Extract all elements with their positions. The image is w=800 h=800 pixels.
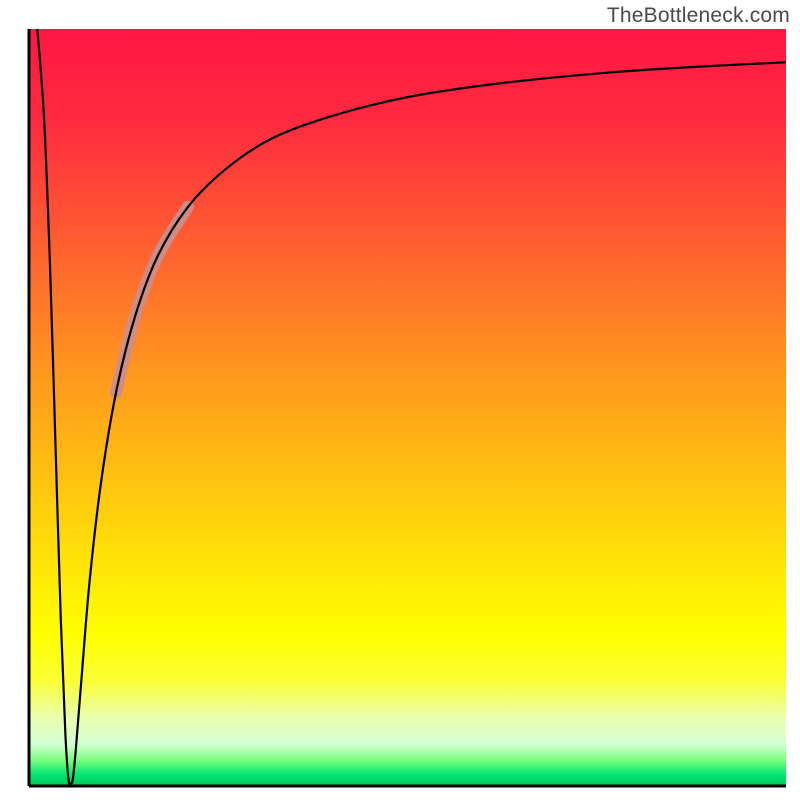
- chart-root: TheBottleneck.com: [0, 0, 800, 800]
- bottleneck-chart-svg: [0, 0, 800, 800]
- plot-background: [29, 29, 786, 786]
